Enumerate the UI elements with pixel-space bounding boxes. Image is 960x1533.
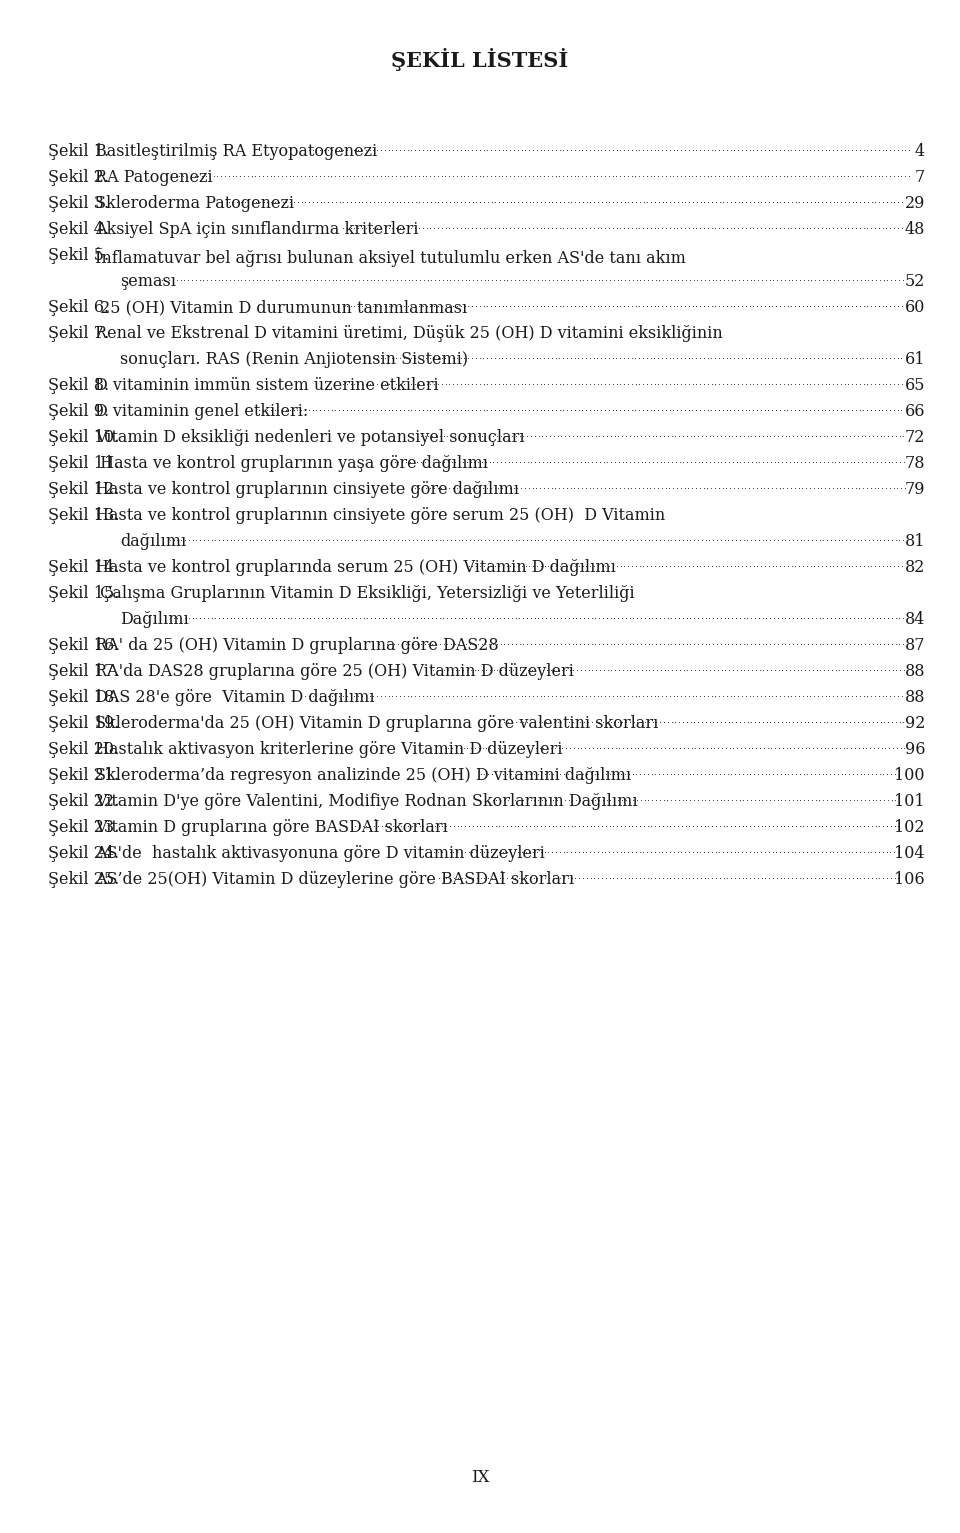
Text: Şekil 2.: Şekil 2. bbox=[48, 169, 109, 185]
Text: 52: 52 bbox=[904, 273, 925, 290]
Text: 84: 84 bbox=[904, 612, 925, 629]
Text: Hasta ve kontrol gruplarında serum 25 (OH) Vitamin D dağılımı: Hasta ve kontrol gruplarında serum 25 (O… bbox=[95, 560, 616, 576]
Text: Skleroderma'da 25 (OH) Vitamin D gruplarına göre valentini skorları: Skleroderma'da 25 (OH) Vitamin D gruplar… bbox=[95, 714, 659, 731]
Text: Şekil 7.: Şekil 7. bbox=[48, 325, 109, 342]
Text: 106: 106 bbox=[895, 871, 925, 888]
Text: AS'de  hastalık aktivasyonuna göre D vitamin düzeyleri: AS'de hastalık aktivasyonuna göre D vita… bbox=[95, 845, 545, 862]
Text: D vitaminin immün sistem üzerine etkileri: D vitaminin immün sistem üzerine etkiler… bbox=[95, 377, 439, 394]
Text: 100: 100 bbox=[895, 766, 925, 783]
Text: 29: 29 bbox=[904, 195, 925, 212]
Text: Hasta ve kontrol gruplarının yaşa göre dağılımı: Hasta ve kontrol gruplarının yaşa göre d… bbox=[95, 455, 488, 472]
Text: 72: 72 bbox=[904, 429, 925, 446]
Text: 4: 4 bbox=[915, 143, 925, 159]
Text: Şekil 23.: Şekil 23. bbox=[48, 819, 119, 835]
Text: Şekil 1.: Şekil 1. bbox=[48, 143, 109, 159]
Text: Şekil 9.: Şekil 9. bbox=[48, 403, 109, 420]
Text: Şekil 6.: Şekil 6. bbox=[48, 299, 109, 316]
Text: Şekil 25.: Şekil 25. bbox=[48, 871, 119, 888]
Text: 60: 60 bbox=[904, 299, 925, 316]
Text: 96: 96 bbox=[904, 740, 925, 757]
Text: 88: 88 bbox=[904, 688, 925, 707]
Text: Hasta ve kontrol gruplarının cinsiyete göre serum 25 (OH)  D Vitamin: Hasta ve kontrol gruplarının cinsiyete g… bbox=[95, 507, 665, 524]
Text: Şekil 3.: Şekil 3. bbox=[48, 195, 109, 212]
Text: 81: 81 bbox=[904, 533, 925, 550]
Text: Hastalık aktivasyon kriterlerine göre Vitamin D düzeyleri: Hastalık aktivasyon kriterlerine göre Vi… bbox=[95, 740, 563, 757]
Text: 66: 66 bbox=[904, 403, 925, 420]
Text: Aksiyel SpA için sınıflandırma kriterleri: Aksiyel SpA için sınıflandırma kriterler… bbox=[95, 221, 419, 238]
Text: D vitaminin genel etkileri:: D vitaminin genel etkileri: bbox=[95, 403, 308, 420]
Text: AS’de 25(OH) Vitamin D düzeylerine göre BASDAİ skorları: AS’de 25(OH) Vitamin D düzeylerine göre … bbox=[95, 871, 574, 888]
Text: IX: IX bbox=[470, 1470, 490, 1487]
Text: Şekil 22.: Şekil 22. bbox=[48, 793, 119, 809]
Text: Çalışma Gruplarının Vitamin D Eksikliği, Yetersizliği ve Yeterliliği: Çalışma Gruplarının Vitamin D Eksikliği,… bbox=[95, 586, 635, 602]
Text: 92: 92 bbox=[904, 714, 925, 731]
Text: Vitamin D gruplarına göre BASDAİ skorları: Vitamin D gruplarına göre BASDAİ skorla… bbox=[95, 819, 448, 835]
Text: Vitamin D eksikliği nedenleri ve potansiyel sonuçları: Vitamin D eksikliği nedenleri ve potansi… bbox=[95, 429, 524, 446]
Text: Şekil 16.: Şekil 16. bbox=[48, 638, 119, 655]
Text: 88: 88 bbox=[904, 662, 925, 681]
Text: 61: 61 bbox=[904, 351, 925, 368]
Text: Şekil 11.: Şekil 11. bbox=[48, 455, 119, 472]
Text: Şekil 24.: Şekil 24. bbox=[48, 845, 119, 862]
Text: Şekil 13.: Şekil 13. bbox=[48, 507, 119, 524]
Text: RA' da 25 (OH) Vitamin D gruplarına göre DAS28: RA' da 25 (OH) Vitamin D gruplarına göre… bbox=[95, 638, 498, 655]
Text: Şekil 18.: Şekil 18. bbox=[48, 688, 119, 707]
Text: Şekil 8.: Şekil 8. bbox=[48, 377, 109, 394]
Text: Şekil 17.: Şekil 17. bbox=[48, 662, 119, 681]
Text: İnflamatuvar bel ağrısı bulunan aksiyel tutulumlu erken AS'de tanı akım: İnflamatuvar bel ağrısı bulunan aksiyel … bbox=[95, 247, 685, 267]
Text: Şekil 14.: Şekil 14. bbox=[48, 560, 119, 576]
Text: 79: 79 bbox=[904, 481, 925, 498]
Text: 7: 7 bbox=[915, 169, 925, 185]
Text: 65: 65 bbox=[904, 377, 925, 394]
Text: Şekil 12.: Şekil 12. bbox=[48, 481, 119, 498]
Text: Şekil 21.: Şekil 21. bbox=[48, 766, 119, 783]
Text: 102: 102 bbox=[895, 819, 925, 835]
Text: Basitleştirilmiş RA Etyopatogenezi: Basitleştirilmiş RA Etyopatogenezi bbox=[95, 143, 377, 159]
Text: Dağılımı: Dağılımı bbox=[120, 612, 189, 629]
Text: sonuçları. RAS (Renin Anjiotensin Sistemi): sonuçları. RAS (Renin Anjiotensin Sistem… bbox=[120, 351, 468, 368]
Text: Şekil 19.: Şekil 19. bbox=[48, 714, 119, 731]
Text: 78: 78 bbox=[904, 455, 925, 472]
Text: Skleroderma Patogenezi: Skleroderma Patogenezi bbox=[95, 195, 294, 212]
Text: Şekil 20.: Şekil 20. bbox=[48, 740, 119, 757]
Text: Renal ve Ekstrenal D vitamini üretimi, Düşük 25 (OH) D vitamini eksikliğinin: Renal ve Ekstrenal D vitamini üretimi, D… bbox=[95, 325, 723, 342]
Text: Şekil 15.: Şekil 15. bbox=[48, 586, 119, 602]
Text: 104: 104 bbox=[895, 845, 925, 862]
Text: 101: 101 bbox=[895, 793, 925, 809]
Text: RA'da DAS28 gruplarına göre 25 (OH) Vitamin D düzeyleri: RA'da DAS28 gruplarına göre 25 (OH) Vita… bbox=[95, 662, 574, 681]
Text: 82: 82 bbox=[904, 560, 925, 576]
Text: 25 (OH) Vitamin D durumunun tanımlanması: 25 (OH) Vitamin D durumunun tanımlanması bbox=[95, 299, 468, 316]
Text: Skleroderma’da regresyon analizinde 25 (OH) D vitamini dağılımı: Skleroderma’da regresyon analizinde 25 (… bbox=[95, 766, 631, 783]
Text: dağılımı: dağılımı bbox=[120, 533, 186, 550]
Text: ŞEKİL LİSTESİ: ŞEKİL LİSTESİ bbox=[392, 48, 568, 71]
Text: Vitamin D'ye göre Valentini, Modifiye Rodnan Skorlarının Dağılımı: Vitamin D'ye göre Valentini, Modifiye Ro… bbox=[95, 793, 637, 809]
Text: Şekil 4.: Şekil 4. bbox=[48, 221, 109, 238]
Text: Şekil 10.: Şekil 10. bbox=[48, 429, 119, 446]
Text: 87: 87 bbox=[904, 638, 925, 655]
Text: DAS 28'e göre  Vitamin D dağılımı: DAS 28'e göre Vitamin D dağılımı bbox=[95, 688, 374, 707]
Text: Hasta ve kontrol gruplarının cinsiyete göre dağılımı: Hasta ve kontrol gruplarının cinsiyete g… bbox=[95, 481, 519, 498]
Text: RA Patogenezi: RA Patogenezi bbox=[95, 169, 212, 185]
Text: 48: 48 bbox=[904, 221, 925, 238]
Text: şeması: şeması bbox=[120, 273, 176, 290]
Text: Şekil 5.: Şekil 5. bbox=[48, 247, 109, 264]
